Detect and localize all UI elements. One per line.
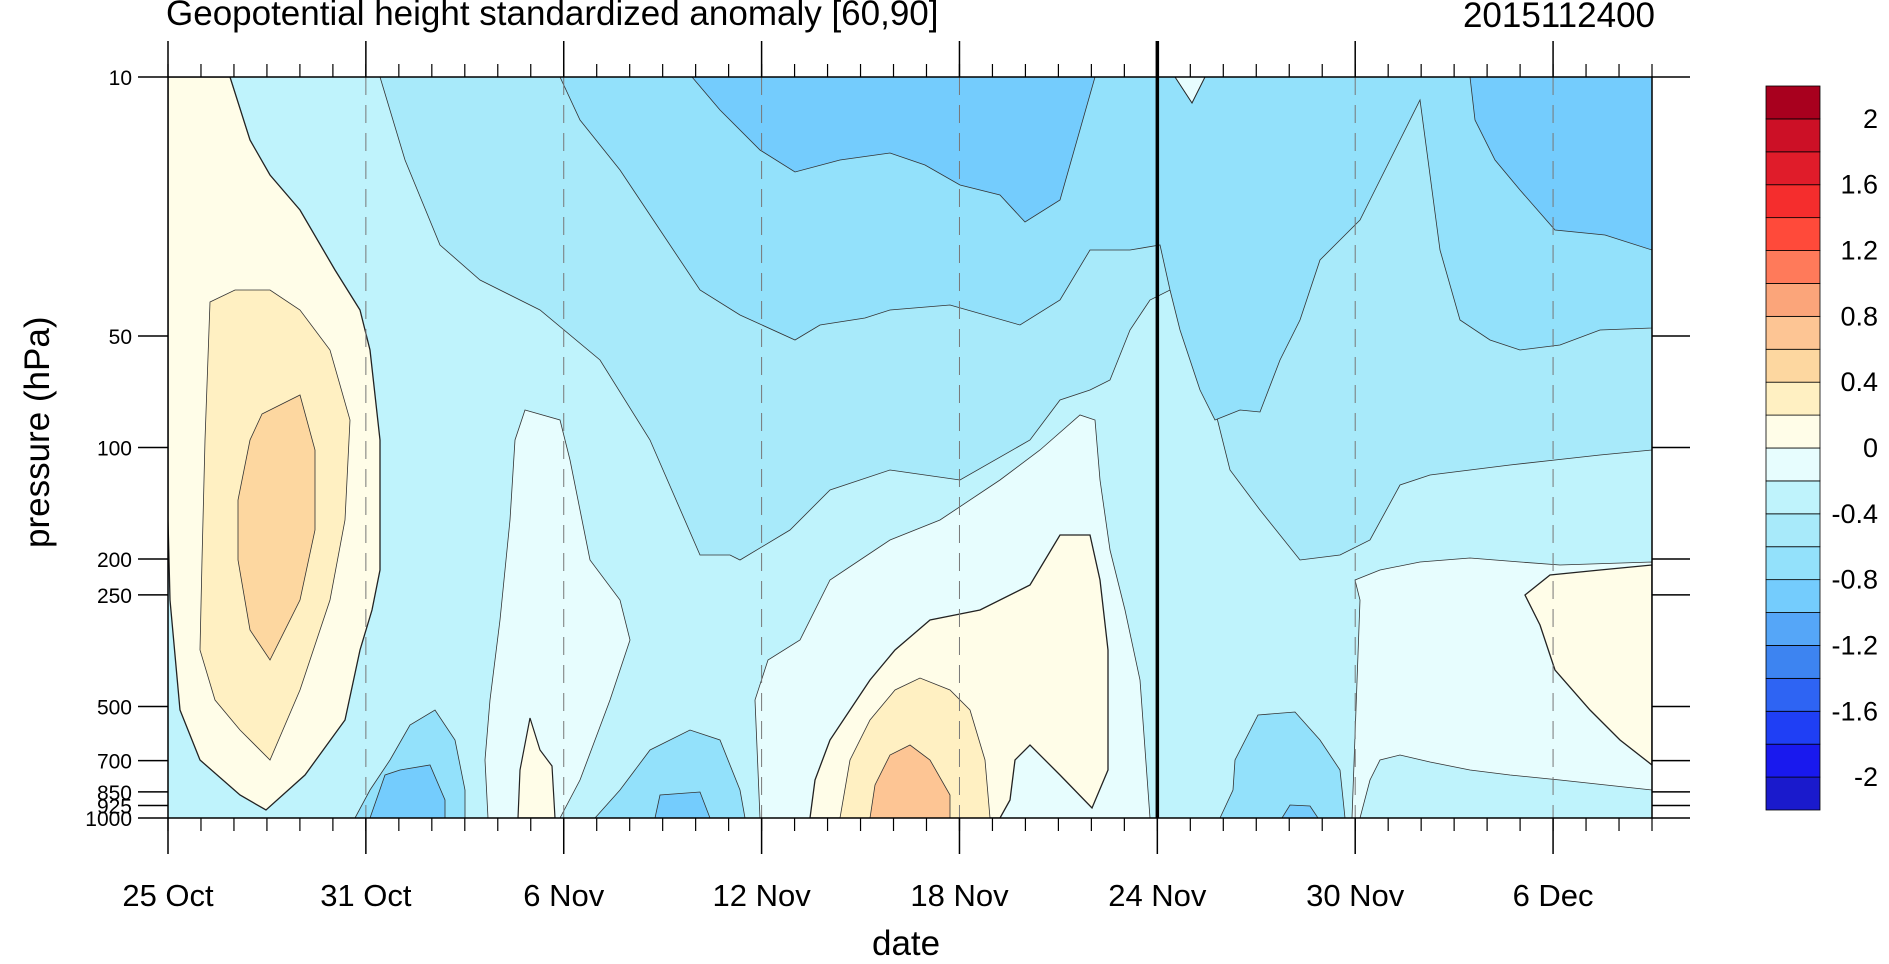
x-axis: 25 Oct 31 Oct 6 Nov 12 Nov 18 Nov 24 Nov 30 No… <box>122 41 1653 913</box>
colorbar-swatch <box>1765 414 1821 449</box>
contour-band-neg-0.8-dec <box>1469 77 1652 251</box>
colorbar: 2 1.6 1.2 0.8 0.4 0 -0.4 -0.8 -1.2 -1.6 -2 <box>1765 85 1878 811</box>
colorbar-swatch <box>1765 743 1821 778</box>
colorbar-swatch <box>1765 546 1821 581</box>
colorbar-label: -0.4 <box>1831 499 1878 529</box>
contour-negative-low-2b <box>654 791 711 818</box>
contour-negative-low-3b <box>1281 804 1319 818</box>
colorbar-label: 1.2 <box>1840 236 1878 266</box>
contour-zero-dec <box>1524 564 1652 766</box>
colorbar-swatch <box>1765 184 1821 219</box>
colorbar-swatch <box>1765 381 1821 416</box>
contour-band-neg-0.8 <box>691 77 1096 223</box>
colorbar-label: 1.6 <box>1840 170 1878 200</box>
colorbar-label: -1.2 <box>1831 630 1878 660</box>
colorbar-swatch <box>1765 776 1821 811</box>
y-tick-label: 50 <box>109 326 132 349</box>
date-gridlines <box>365 77 1554 818</box>
colorbar-swatch <box>1765 677 1821 712</box>
colorbar-swatch <box>1765 513 1821 548</box>
x-tick-label: 6 Dec <box>1513 878 1594 913</box>
colorbar-swatch <box>1765 645 1821 679</box>
chart-title: Geopotential height standardized anomaly… <box>166 0 939 33</box>
colorbar-label: 0.4 <box>1840 367 1878 397</box>
y-tick-label: 500 <box>97 696 132 719</box>
colorbar-swatch <box>1765 579 1821 613</box>
colorbar-swatch <box>1765 118 1821 153</box>
x-tick-label: 25 Oct <box>122 878 214 913</box>
colorbar-label: -1.6 <box>1831 696 1878 726</box>
colorbar-swatch <box>1765 217 1821 251</box>
x-tick-label: 18 Nov <box>910 878 1009 913</box>
y-tick-label: 100 <box>97 438 132 461</box>
x-tick-label: 24 Nov <box>1108 878 1207 913</box>
y-tick-label: 10 <box>109 67 132 90</box>
colorbar-swatch <box>1765 151 1821 186</box>
colorbar-swatch <box>1765 85 1821 120</box>
contour-positive-early-nov <box>484 409 631 818</box>
x-tick-label: 12 Nov <box>712 878 811 913</box>
contour-band-0.4-0.6 <box>237 394 316 661</box>
y-tick-label: 1000 <box>85 808 132 831</box>
colorbar-label: 0.8 <box>1840 301 1878 331</box>
contour-negative-late-nov <box>1359 754 1652 818</box>
colorbar-swatch <box>1765 348 1821 383</box>
colorbar-swatch <box>1765 250 1821 284</box>
colorbar-swatch <box>1765 480 1821 515</box>
y-tick-label: 850 <box>97 782 132 805</box>
contour-band-neg-0.6 <box>559 77 1652 421</box>
colorbar-label: -2 <box>1854 762 1878 792</box>
contour-band-0.4-nov <box>869 744 951 818</box>
colorbar-swatch <box>1765 447 1821 482</box>
colorbar-swatch <box>1765 283 1821 317</box>
y-tick-label: 200 <box>97 549 132 572</box>
x-tick-label: 6 Nov <box>523 878 604 913</box>
x-tick-label: 30 Nov <box>1306 878 1405 913</box>
colorbar-label: 0 <box>1863 433 1878 463</box>
colorbar-label: 2 <box>1863 104 1878 134</box>
colorbar-swatch <box>1765 315 1821 350</box>
date-stamp: 2015112400 <box>1462 0 1655 35</box>
y-tick-label: 700 <box>97 751 132 774</box>
y-tick-label: 925 <box>97 795 132 818</box>
x-tick-label: 31 Oct <box>320 878 412 913</box>
colorbar-label: -0.8 <box>1831 565 1878 595</box>
colorbar-swatch <box>1765 710 1821 745</box>
contour-zero-top <box>1174 77 1206 105</box>
contour-negative-low-2 <box>594 729 746 818</box>
contour-negative-low-1b <box>369 764 446 818</box>
x-axis-label: date <box>872 924 941 963</box>
contour-field <box>168 77 1652 818</box>
contour-positive-small-nov <box>517 717 556 818</box>
colorbar-swatch <box>1765 612 1821 646</box>
y-tick-label: 250 <box>97 585 132 608</box>
contour-negative-low-3 <box>1219 711 1346 818</box>
